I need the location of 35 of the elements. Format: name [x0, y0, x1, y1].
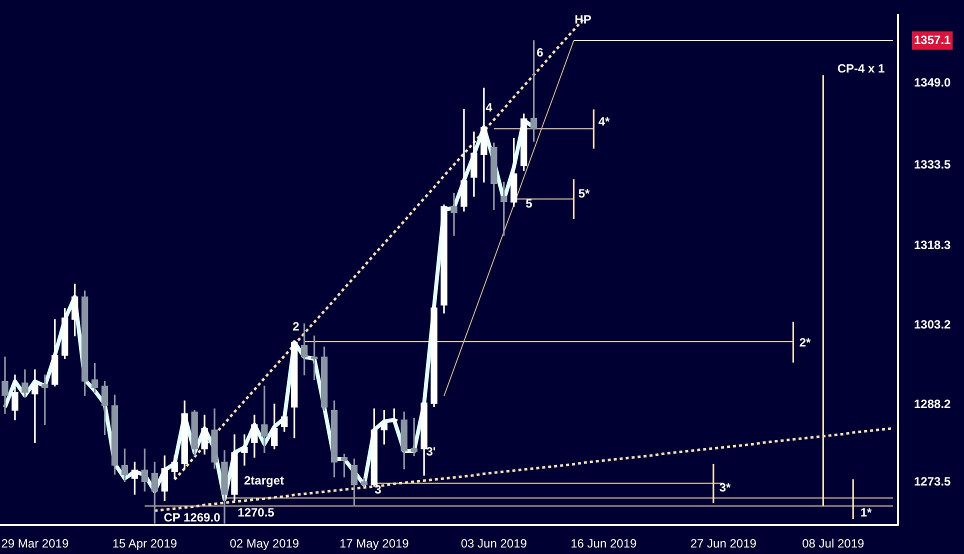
annotation: 3' — [426, 444, 436, 458]
annotation: CP 1269.0 — [164, 510, 221, 524]
annotation: 2* — [799, 335, 811, 350]
annotation: 1270.5 — [238, 505, 275, 520]
annotation: 5* — [578, 186, 590, 200]
annotation: 6 — [536, 45, 544, 60]
x-tick-label: 08 Jul 2019 — [802, 536, 864, 551]
x-tick-label: 03 Jun 2019 — [460, 536, 528, 551]
y-tick-label: 1273.5 — [914, 474, 952, 489]
candlestick — [241, 434, 248, 466]
candlestick — [410, 418, 418, 456]
annotation: 1* — [860, 505, 872, 520]
y-tick-label: 1303.2 — [914, 318, 952, 332]
x-tick-label: 16 Jun 2019 — [570, 536, 638, 551]
annotation: HP — [574, 12, 592, 26]
annotation: 4 — [486, 100, 493, 114]
candlestick — [450, 192, 458, 236]
y-tick-label: 1318.3 — [914, 238, 952, 252]
x-tick-label: 17 May 2019 — [339, 536, 410, 551]
annotation: 5 — [526, 196, 533, 210]
x-tick-label: 02 May 2019 — [230, 536, 300, 551]
candlestick — [32, 369, 38, 443]
x-tick-label: 15 Apr 2019 — [112, 536, 178, 551]
y-tick-label: 1357.1 — [914, 32, 952, 47]
annotation: 2 — [292, 319, 300, 334]
annotation: 4* — [598, 114, 610, 128]
y-tick-label: 1349.0 — [914, 76, 952, 90]
x-tick-label: 27 Jun 2019 — [690, 536, 757, 551]
y-tick-label: 1333.5 — [914, 158, 952, 172]
x-tick-label: 29 Mar 2019 — [1, 536, 69, 551]
annotation: CP-4 x 1 — [837, 61, 885, 76]
annotation: 2target — [244, 473, 284, 488]
annotation: 3 — [374, 482, 382, 496]
annotation: 3* — [719, 480, 731, 494]
y-tick-label: 1288.2 — [914, 396, 952, 411]
